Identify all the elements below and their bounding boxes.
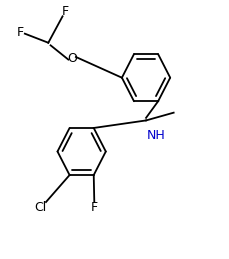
Text: F: F bbox=[62, 5, 69, 18]
Text: F: F bbox=[17, 26, 24, 39]
Text: O: O bbox=[67, 52, 77, 65]
Text: F: F bbox=[90, 201, 97, 214]
Text: NH: NH bbox=[146, 129, 165, 142]
Text: Cl: Cl bbox=[34, 201, 46, 214]
